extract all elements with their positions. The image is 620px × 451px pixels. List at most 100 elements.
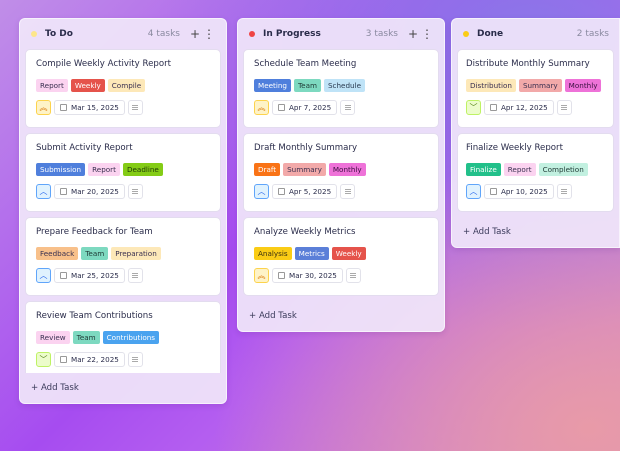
column-in-progress: In Progress 3 tasks + ⋮ Schedule Team Meetin… [237,18,445,332]
card-footer: ︽ Mar 30, 2025 [254,268,428,283]
column-header: In Progress 3 tasks + ⋮ [238,19,444,49]
description-icon[interactable] [345,268,361,283]
card-list[interactable]: Distribute Monthly Summary Distribution Su… [452,49,619,217]
due-date[interactable]: Mar 20, 2025 [54,184,125,199]
card-footer: ︿ Mar 20, 2025 [36,184,210,199]
priority-chevron-up-icon[interactable]: ︿ [466,184,481,199]
due-date[interactable]: Apr 5, 2025 [272,184,338,199]
status-dot-icon [249,31,255,37]
due-date[interactable]: Mar 22, 2025 [54,352,125,367]
add-task-label: Add Task [258,311,297,321]
calendar-icon [60,272,67,279]
task-card[interactable]: Schedule Team Meeting Meeting Team Schedule… [243,49,439,128]
due-date-text: Mar 22, 2025 [71,355,119,364]
priority-double-chevron-up-icon[interactable]: ︽ [254,100,269,115]
task-title: Analyze Weekly Metrics [254,227,356,237]
due-date[interactable]: Mar 30, 2025 [272,268,343,283]
task-title: Schedule Team Meeting [254,59,357,69]
priority-chevron-down-icon[interactable]: ﹀ [36,352,51,367]
calendar-icon [60,104,67,111]
tag-list: Finalize Report Completion [466,163,605,176]
due-date-text: Mar 30, 2025 [289,271,337,280]
priority-chevron-down-icon[interactable]: ﹀ [466,100,481,115]
task-title: Distribute Monthly Summary [466,59,590,69]
tag-list: Draft Summary Monthly [254,163,428,176]
tag: Weekly [70,79,105,92]
description-icon[interactable] [127,100,143,115]
due-date[interactable]: Apr 10, 2025 [484,184,554,199]
priority-chevron-up-icon[interactable]: ︿ [254,184,269,199]
more-vertical-icon[interactable]: ⋮ [203,27,215,41]
calendar-icon [278,104,285,111]
status-dot-icon [463,31,469,37]
description-icon[interactable] [556,184,572,199]
description-icon[interactable] [556,100,572,115]
description-icon[interactable] [127,268,143,283]
due-date-text: Mar 25, 2025 [71,271,119,280]
calendar-icon [278,188,285,195]
priority-double-chevron-up-icon[interactable]: ︽ [254,268,269,283]
due-date-text: Apr 5, 2025 [289,187,332,196]
due-date[interactable]: Apr 12, 2025 [484,100,554,115]
add-task-button[interactable]: + Add Task [20,373,226,403]
task-card[interactable]: Prepare Feedback for Team Feedback Team Pre… [25,217,221,296]
card-footer: ︽ Apr 7, 2025 [254,100,428,115]
column-header: To Do 4 tasks + ⋮ [20,19,226,49]
task-title: Submit Activity Report [36,143,133,153]
tag: Meeting [254,79,291,92]
description-icon[interactable] [127,184,143,199]
priority-double-chevron-up-icon[interactable]: ︽ [36,100,51,115]
description-icon[interactable] [340,184,356,199]
tag: Schedule [323,79,366,92]
card-footer: ︿ Mar 25, 2025 [36,268,210,283]
task-card[interactable]: Distribute Monthly Summary Distribution Su… [457,49,614,128]
card-footer: ﹀ Mar 22, 2025 [36,352,210,367]
calendar-icon [60,188,67,195]
card-list[interactable]: Schedule Team Meeting Meeting Team Schedule… [238,49,444,301]
tag-list: Meeting Team Schedule [254,79,428,92]
tag: Finalize [466,163,501,176]
task-title: Compile Weekly Activity Report [36,59,171,69]
tag: Report [88,163,120,176]
plus-icon[interactable]: + [407,27,419,41]
tag: Analysis [254,247,292,260]
add-task-label: Add Task [40,383,79,393]
tag: Review [36,331,70,344]
tag: Distribution [466,79,516,92]
calendar-icon [60,356,67,363]
tag-list: Submission Report Deadline [36,163,210,176]
description-icon[interactable] [127,352,143,367]
tag-list: Distribution Summary Monthly [466,79,605,92]
card-footer: ︽ Mar 15, 2025 [36,100,210,115]
priority-chevron-up-icon[interactable]: ︿ [36,268,51,283]
priority-chevron-up-icon[interactable]: ︿ [36,184,51,199]
tag: Compile [107,79,146,92]
due-date[interactable]: Mar 15, 2025 [54,100,125,115]
description-icon[interactable] [340,100,356,115]
plus-icon[interactable]: + [189,27,201,41]
task-card[interactable]: Review Team Contributions Review Team Contr… [25,301,221,373]
card-list[interactable]: Compile Weekly Activity Report Report Week… [20,49,226,373]
due-date-text: Apr 7, 2025 [289,103,332,112]
more-vertical-icon[interactable]: ⋮ [421,27,433,41]
task-count: 4 tasks [147,29,180,39]
due-date[interactable]: Mar 25, 2025 [54,268,125,283]
task-card[interactable]: Finalize Weekly Report Finalize Report Comp… [457,133,614,212]
add-task-button[interactable]: + Add Task [452,217,619,247]
task-card[interactable]: Analyze Weekly Metrics Analysis Metrics Wee… [243,217,439,296]
add-task-button[interactable]: + Add Task [238,301,444,331]
plus-icon: + [31,383,41,393]
task-card[interactable]: Compile Weekly Activity Report Report Week… [25,49,221,128]
tag: Monthly [564,79,602,92]
task-card[interactable]: Submit Activity Report Submission Report De… [25,133,221,212]
tag: Contributions [102,331,160,344]
tag: Team [293,79,321,92]
column-header: Done 2 tasks [452,19,619,49]
tag: Team [81,247,109,260]
due-date-text: Apr 10, 2025 [501,187,548,196]
tag-list: Report Weekly Compile [36,79,210,92]
card-footer: ︿ Apr 5, 2025 [254,184,428,199]
due-date-text: Apr 12, 2025 [501,103,548,112]
due-date[interactable]: Apr 7, 2025 [272,100,338,115]
task-card[interactable]: Draft Monthly Summary Draft Summary Monthly… [243,133,439,212]
